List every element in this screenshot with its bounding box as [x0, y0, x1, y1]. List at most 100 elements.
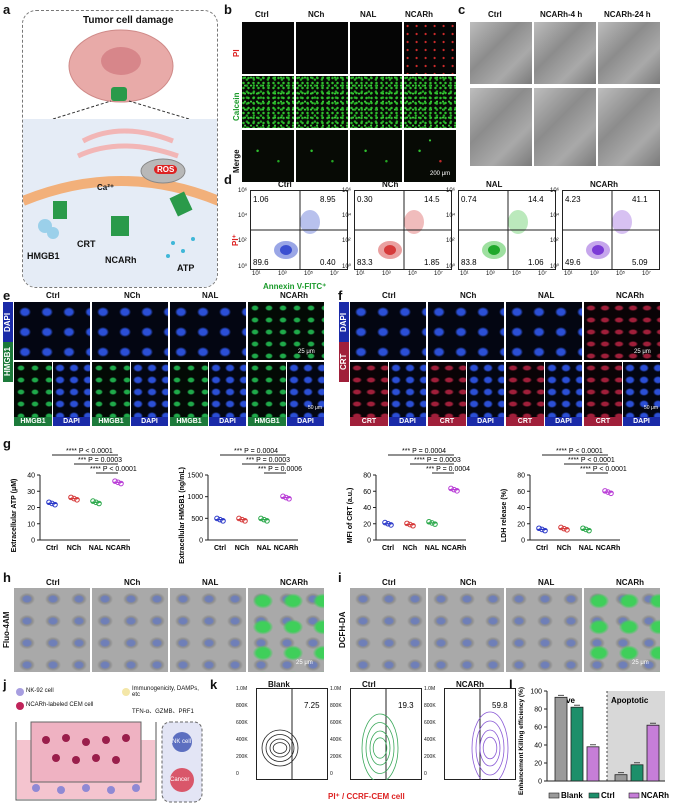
l-y-tick-label: 40 [534, 743, 542, 750]
d-apoptotic-cloud [508, 210, 528, 234]
k-y-tick: 600K [330, 720, 342, 726]
d-y-tick: 10⁴ [238, 213, 248, 219]
k-contour [482, 736, 498, 760]
g-data-point [217, 516, 223, 523]
d-x-tick: 10³ [278, 271, 287, 277]
d-quadrant-value: 4.23 [565, 195, 581, 204]
g-data-point [583, 526, 589, 533]
if-main-image [92, 302, 168, 360]
g-x-tick-label: NCARh [106, 545, 131, 552]
hi-col-title: NCh [124, 578, 141, 587]
b-col-nch: NCh [308, 10, 325, 19]
if-stain-caption: HMGB1 [92, 417, 130, 426]
atp-label: ATP [177, 263, 195, 273]
g-y-tick-label: 1000 [187, 494, 203, 501]
k-y-tick: 600K [424, 720, 436, 726]
g-x-tick-label: NCARh [442, 545, 467, 552]
if-dapi-image [209, 362, 246, 417]
if-dapi-caption: DAPI [209, 417, 246, 426]
g-x-tick-label: NCh [403, 545, 417, 552]
hi-row-label: DCFH-DA [338, 611, 347, 649]
if-stain-image [248, 362, 286, 417]
d-y-tick: 10⁶ [342, 188, 352, 194]
k-y-tick: 0 [330, 771, 333, 777]
g-data-point [258, 515, 264, 522]
g-y-axis-label: LDH release (%) [501, 489, 508, 542]
if-stain-caption: CRT [350, 417, 388, 426]
g-y-axis-label: MFI of CRT (a.u.) [347, 488, 354, 544]
if-stain-image [350, 362, 388, 417]
if-stain-image [428, 362, 466, 417]
g-y-tick-label: 40 [363, 505, 371, 512]
panel-letter-b: b [224, 2, 232, 17]
crt-label: CRT [77, 239, 96, 249]
g-data-point [115, 479, 121, 486]
b-img-merge-ncarh [404, 130, 456, 182]
d-y-tick: 10² [238, 238, 247, 244]
l-bar [554, 696, 568, 782]
hi-col-title: NAL [202, 578, 219, 587]
k-contour [269, 738, 291, 758]
if-stain-image [14, 362, 52, 417]
k-y-tick: 0 [236, 771, 239, 777]
d-quadrant-value: 49.6 [565, 258, 581, 267]
ncarh-label: NCARh [105, 255, 137, 265]
g-x-tick-label: NCh [235, 545, 249, 552]
b-scale-label: 200 μm [430, 171, 451, 177]
g-data-point [118, 480, 124, 487]
g-data-point [239, 516, 245, 523]
b-img-pi-ctrl [242, 22, 294, 74]
j-cancer-label: Cancer [170, 777, 190, 783]
k-contour [479, 729, 501, 767]
d-quadrant-value: 83.8 [461, 258, 477, 267]
d-col-title: Ctrl [278, 180, 292, 189]
if-stain-caption: CRT [506, 417, 544, 426]
if-dapi-caption: DAPI [53, 417, 90, 426]
g-y-tick-label: 30 [27, 489, 35, 496]
k-contour [471, 711, 509, 780]
g-data-point [280, 493, 286, 500]
k-col-title: Ctrl [362, 680, 376, 689]
g-data-point [264, 518, 270, 524]
g-x-tick-label: Ctrl [46, 545, 58, 552]
d-quadrant-value: 83.3 [357, 258, 373, 267]
if-scale-label: 25 μm [634, 349, 651, 355]
if-dapi-image [53, 362, 90, 417]
g-x-tick-label: NAL [425, 545, 440, 552]
j-legend-nk92: NK-92 cell [26, 688, 54, 694]
d-flow-plot: 1.06 8.95 89.6 0.40 [250, 190, 348, 270]
ros-label: ROS [154, 165, 178, 174]
if-dapi-caption: DAPI [389, 417, 426, 426]
g-data-point [283, 494, 289, 501]
g-y-tick-label: 0 [521, 538, 525, 545]
d-population-core [488, 245, 500, 255]
g-x-tick-label: NCh [67, 545, 81, 552]
k-flow-plot: 7.25 [256, 688, 328, 780]
k-y-tick: 400K [424, 737, 436, 743]
d-y-tick: 10⁶ [238, 188, 248, 194]
g-y-tick-label: 10 [27, 521, 35, 528]
l-legend-label: Blank [561, 791, 583, 800]
b-row-calcein: Calcein [232, 92, 241, 122]
k-y-tick: 0 [424, 771, 427, 777]
b-img-pi-ncarh [404, 22, 456, 74]
b-img-calcein-nch [296, 76, 348, 128]
l-y-tick-label: 100 [530, 689, 542, 696]
g-data-point [454, 488, 460, 494]
if-dapi-image [623, 362, 660, 417]
g-y-tick-label: 20 [517, 521, 525, 528]
g-data-point [214, 515, 220, 522]
g-data-point [432, 521, 438, 527]
panel-letter-i: i [338, 570, 342, 585]
g-data-point [448, 485, 454, 492]
k-contour [361, 713, 399, 780]
g-data-point [74, 496, 80, 503]
g-data-point [385, 520, 391, 527]
panel-letter-j: j [3, 677, 7, 692]
if-dapi-caption: DAPI [467, 417, 504, 426]
if-col-title: NCARh [280, 291, 308, 300]
g-y-tick-label: 20 [363, 521, 371, 528]
if-scale-label-small: 50 μm [308, 405, 322, 411]
hi-image [14, 588, 90, 672]
